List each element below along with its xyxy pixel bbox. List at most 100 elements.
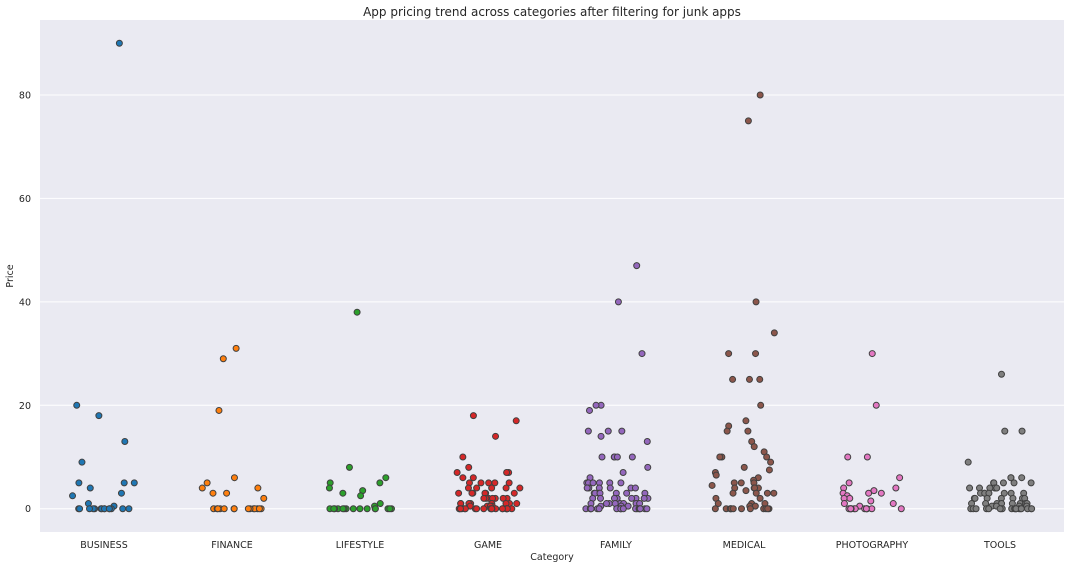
data-point [716,453,724,461]
data-point [729,505,737,513]
data-point [597,432,605,440]
data-point [469,412,477,420]
y-tick-label: 20 [19,401,31,412]
data-point [349,505,357,513]
data-point [729,489,737,497]
data-point [502,484,510,492]
data-point [219,355,227,363]
data-point [745,375,753,383]
data-point [708,481,716,489]
data-point [585,406,593,414]
data-point [260,494,268,502]
data-point [215,406,223,414]
data-point [742,417,750,425]
data-point [896,474,904,482]
data-point [464,484,472,492]
data-point [376,500,384,508]
data-point [86,505,93,513]
data-point [756,494,764,502]
x-tick-label-business: BUSINESS [80,540,127,551]
x-tick-label-finance: FINANCE [211,540,253,551]
data-point [583,484,591,492]
data-point [220,505,228,513]
y-tick-label: 60 [19,194,31,205]
data-point [473,505,481,513]
data-point [230,505,238,513]
data-point [512,417,520,425]
data-point [619,505,627,513]
data-point [363,505,371,513]
data-point [623,489,631,497]
data-point [868,350,876,358]
data-point [1028,505,1036,513]
data-point [513,500,521,508]
data-point [867,497,875,505]
data-point [473,484,481,492]
data-point [770,329,778,337]
y-axis-label: Price [5,264,16,287]
data-point [598,453,606,461]
series-lifestyle [325,308,395,513]
data-point [125,505,133,513]
data-point [510,489,518,497]
data-point [76,505,84,513]
data-point [488,484,496,492]
chart-title: App pricing trend across categories afte… [363,5,741,19]
data-point [232,344,240,352]
data-point [117,489,125,497]
data-point [847,505,855,513]
data-point [631,484,639,492]
data-point [455,489,463,497]
data-point [889,500,897,508]
data-point [459,474,467,482]
plot-background [40,20,1064,532]
data-point [339,505,347,513]
data-point [356,505,364,513]
data-point [456,505,464,513]
data-point [353,308,361,316]
data-point [477,479,485,487]
data-point [255,505,263,513]
data-point [492,432,500,440]
data-point [589,479,597,487]
series-game [453,412,524,513]
data-point [596,494,604,502]
data-point [756,375,764,383]
data-point [120,479,128,487]
data-point [643,505,651,513]
data-point [95,412,103,420]
data-point [725,350,733,358]
data-point [998,370,1005,378]
series-business [69,39,138,513]
data-point [752,350,760,358]
data-point [964,458,972,466]
data-point [723,427,731,435]
data-point [614,298,622,306]
data-point [644,463,652,471]
data-point [371,505,379,513]
data-point [376,479,384,487]
data-point [230,474,238,482]
data-point [339,489,347,497]
data-point [1007,474,1015,482]
x-tick-label-game: GAME [474,540,502,551]
data-point [584,427,592,435]
data-point [714,500,722,508]
x-tick-label-tools: TOOLS [983,540,1016,551]
data-point [1018,474,1026,482]
data-point [744,427,752,435]
data-point [1010,479,1018,487]
data-point [345,463,353,471]
data-point [738,505,745,513]
data-point [767,458,775,466]
data-point [897,505,905,513]
data-point [892,484,900,492]
data-point [712,471,720,479]
data-point [198,484,206,492]
data-point [862,505,870,513]
data-point [69,492,77,500]
data-point [619,469,627,477]
data-point [325,484,333,492]
data-point [846,494,854,502]
x-tick-label-family: FAMILY [600,540,632,551]
